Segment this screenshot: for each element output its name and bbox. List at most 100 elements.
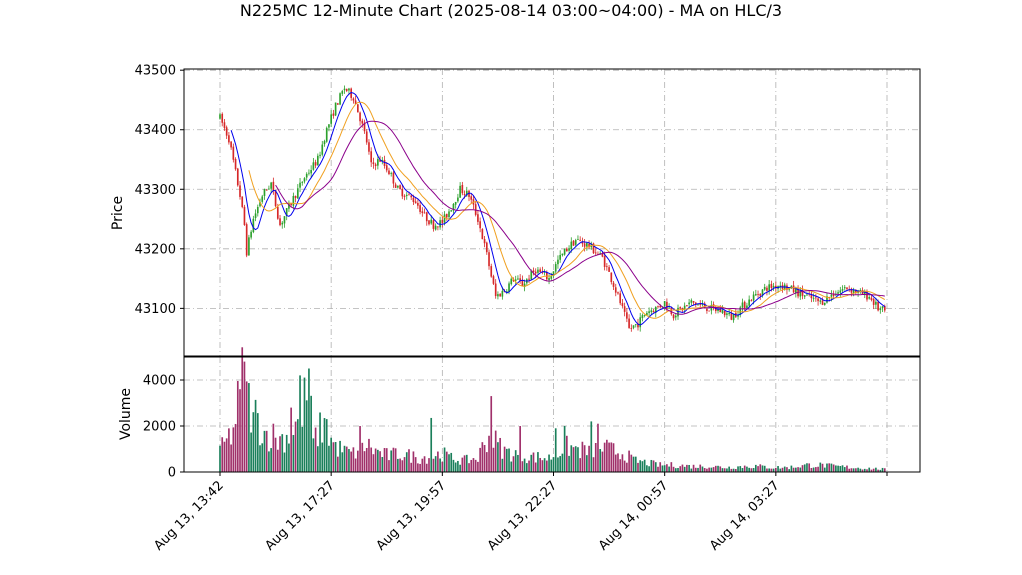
volume-bar [483,445,486,472]
candle-body [686,305,688,306]
volume-bar [643,459,646,472]
volume-bar [726,468,728,472]
candle-body [817,298,819,302]
candle-body [354,100,357,105]
candle-body [819,300,822,302]
candle-body [479,221,481,229]
volume-bar [670,462,673,472]
volume-bar [699,464,702,472]
candle-body [768,284,770,291]
moving-average-line [248,101,886,319]
volume-bar [806,463,808,472]
candle-body [414,201,417,204]
volume-bar [679,466,682,472]
candle-body [748,299,750,306]
candle-body [474,204,477,215]
volume-bar [397,458,399,472]
candle-body [634,324,637,326]
candle-body [412,197,415,203]
volume-bar [299,375,301,472]
candle-body [248,237,250,256]
volume-bar [683,466,686,472]
candle-body [245,224,248,256]
candle-body [352,98,355,101]
candle-body [583,243,586,247]
volume-bar [381,456,384,472]
volume-bar [374,448,377,472]
candle-body [261,196,264,202]
candle-body [550,275,553,279]
candle-body [296,188,299,199]
volume-bar [588,445,590,472]
volume-tick-label: 2000 [143,420,176,435]
volume-bar [245,381,248,472]
candle-body [254,213,257,219]
candle-body [548,278,550,281]
candle-body [285,208,288,216]
volume-bar [485,452,488,472]
candle-body [543,271,546,273]
candle-body [859,290,862,292]
volume-bar [863,468,866,472]
volume-bar [265,430,268,472]
volume-bar [268,451,270,472]
candle-body [372,162,375,165]
volume-bar [390,450,393,472]
candle-body [706,308,708,311]
volume-bar [230,444,232,472]
volume-bar [632,456,635,472]
volume-panel-frame [183,356,921,473]
candle-body [721,309,724,313]
volume-bar [723,468,726,472]
volume-bar [285,434,288,472]
volume-bar [788,469,791,472]
volume-bar [568,455,570,472]
volume-bar [868,467,871,472]
volume-bar [826,463,828,472]
volume-bar [250,432,252,472]
candle-body [410,195,413,198]
volume-bar [221,437,224,472]
volume-bar [808,463,811,472]
candle-body [628,318,630,328]
volume-bar [881,467,884,472]
candle-body [657,306,659,308]
candle-body [239,185,241,197]
candle-body [810,293,813,299]
volume-bar [743,465,746,472]
candle-body [539,269,541,273]
volume-bar [474,459,477,472]
volume-bar [525,463,528,472]
candle-body [439,220,441,228]
candle-body [670,308,673,315]
volume-bar [626,462,628,472]
candle-body [321,144,324,155]
candle-body [763,286,766,290]
candle-body [528,278,530,280]
candle-body [574,240,577,245]
volume-bar [403,457,406,472]
candle-body [314,162,317,166]
volume-bar [586,455,588,472]
candle-body [714,308,717,312]
volume-bar [470,459,473,472]
volume-bar [276,449,279,472]
volume-bar [263,430,266,472]
candle-body [501,290,504,297]
volume-bar [517,454,519,472]
x-tick-label: Aug 14, 03:27 [707,478,783,554]
volume-bar [728,466,730,472]
volume-bar [236,381,239,472]
volume-bar [543,458,546,472]
volume-bar [337,456,339,472]
volume-bar [570,445,573,472]
volume-bar [545,460,548,472]
volume-bar [663,465,666,472]
volume-bar [508,448,510,472]
candle-body [359,112,361,122]
volume-bar [766,468,768,472]
volume-bar [843,467,846,472]
candle-body [614,287,617,293]
candle-body [770,283,773,288]
candle-body [663,301,666,307]
